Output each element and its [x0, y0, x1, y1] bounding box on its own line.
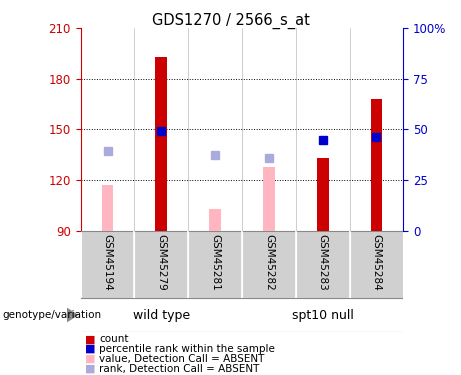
Text: ■: ■	[85, 344, 95, 354]
Bar	[209, 209, 221, 231]
Text: GSM45284: GSM45284	[372, 234, 382, 291]
Text: ■: ■	[85, 364, 95, 374]
Text: percentile rank within the sample: percentile rank within the sample	[99, 344, 275, 354]
Text: GSM45281: GSM45281	[210, 234, 220, 291]
Text: GSM45282: GSM45282	[264, 234, 274, 291]
Bar	[155, 57, 167, 231]
FancyBboxPatch shape	[349, 231, 403, 298]
Text: wild type: wild type	[133, 309, 190, 321]
FancyBboxPatch shape	[242, 231, 296, 298]
Text: count: count	[99, 334, 129, 344]
Text: GSM45283: GSM45283	[318, 234, 328, 291]
FancyBboxPatch shape	[188, 231, 242, 298]
Text: GSM45194: GSM45194	[102, 234, 112, 291]
Text: GDS1270 / 2566_s_at: GDS1270 / 2566_s_at	[152, 13, 309, 29]
Text: ■: ■	[85, 354, 95, 364]
Text: spt10 null: spt10 null	[292, 309, 354, 321]
Text: GSM45279: GSM45279	[156, 234, 166, 291]
Text: genotype/variation: genotype/variation	[2, 310, 101, 320]
Bar	[317, 158, 329, 231]
Bar	[371, 99, 382, 231]
FancyBboxPatch shape	[81, 231, 135, 298]
Bar	[101, 185, 113, 231]
Bar	[263, 166, 275, 231]
Text: ■: ■	[85, 334, 95, 344]
Text: value, Detection Call = ABSENT: value, Detection Call = ABSENT	[99, 354, 265, 364]
FancyBboxPatch shape	[135, 231, 188, 298]
Text: rank, Detection Call = ABSENT: rank, Detection Call = ABSENT	[99, 364, 260, 374]
Polygon shape	[67, 308, 78, 322]
FancyBboxPatch shape	[296, 231, 349, 298]
